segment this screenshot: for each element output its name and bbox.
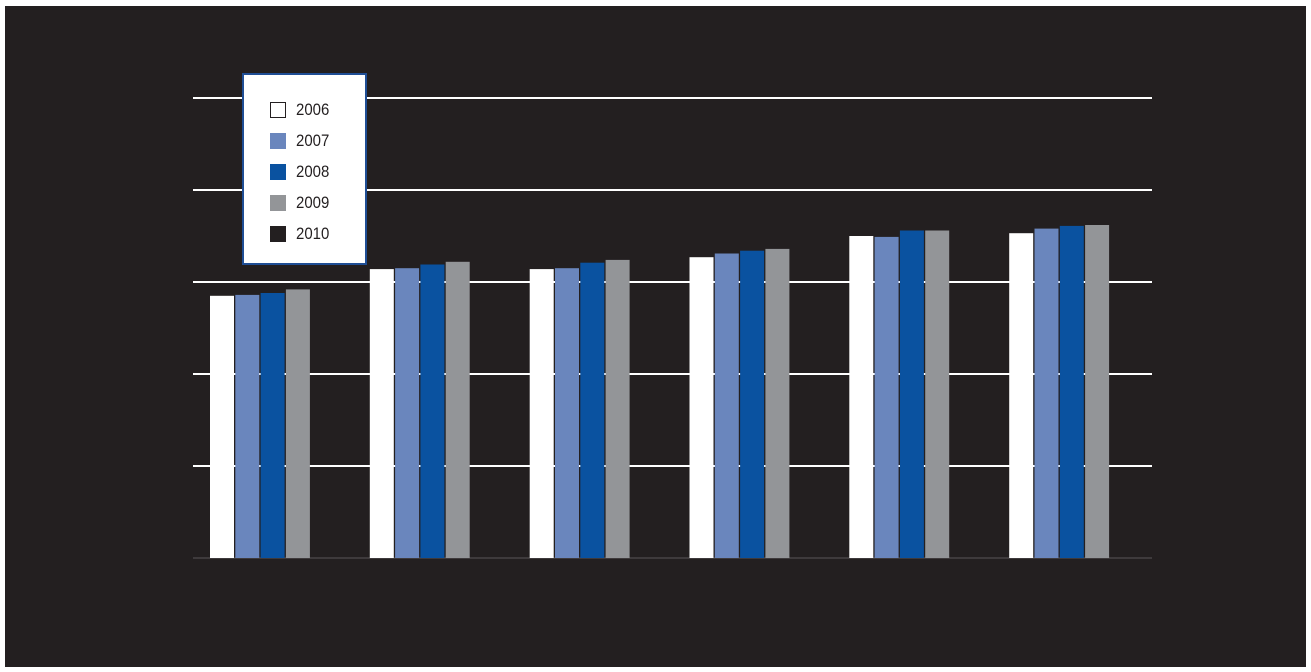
bar-2008-2: [580, 262, 605, 558]
bar-2009-4: [925, 230, 950, 558]
bar-2007-3: [714, 253, 739, 558]
bar-2006-3: [689, 257, 714, 558]
legend-swatch-2006: [270, 101, 286, 118]
legend-item-2007: 2007: [270, 125, 365, 156]
bar-2007-0: [235, 294, 260, 558]
legend-label: 2006: [296, 99, 330, 119]
bar-2007-2: [555, 268, 579, 558]
legend-swatch-2009: [270, 194, 286, 211]
bar-2009-1: [445, 261, 470, 558]
legend-swatch-2007: [270, 132, 286, 149]
legend-label: 2009: [296, 192, 330, 212]
bar-2007-4: [874, 236, 899, 558]
bar-2006-0: [210, 295, 234, 558]
bar-2008-5: [1059, 225, 1084, 558]
legend-label: 2010: [296, 223, 330, 243]
bar-2007-1: [395, 268, 420, 558]
legend-label: 2008: [296, 161, 330, 181]
bar-2009-3: [765, 248, 790, 558]
bar-2006-1: [369, 269, 394, 558]
legend: 2006 2007 2008 2009 2010: [242, 73, 367, 265]
bar-chart: [193, 97, 1152, 559]
bar-2006-4: [849, 236, 874, 558]
bar-2009-5: [1085, 225, 1110, 558]
legend-swatch-2010: [270, 225, 286, 242]
chart-panel: 2006 2007 2008 2009 2010: [5, 6, 1306, 667]
bar-2008-0: [260, 293, 285, 558]
legend-item-2010: 2010: [270, 218, 365, 249]
bar-2008-1: [420, 264, 445, 558]
bar-2008-3: [740, 250, 765, 558]
legend-item-2008: 2008: [270, 156, 365, 187]
bar-2009-2: [605, 259, 630, 558]
bar-2008-4: [899, 230, 924, 558]
bar-2009-0: [285, 289, 310, 558]
bar-2006-2: [529, 269, 554, 558]
legend-label: 2007: [296, 130, 330, 150]
legend-item-2009: 2009: [270, 187, 365, 218]
bar-2007-5: [1034, 228, 1059, 558]
legend-item-2006: 2006: [270, 94, 365, 125]
bar-2006-5: [1009, 233, 1034, 558]
legend-swatch-2008: [270, 163, 286, 180]
